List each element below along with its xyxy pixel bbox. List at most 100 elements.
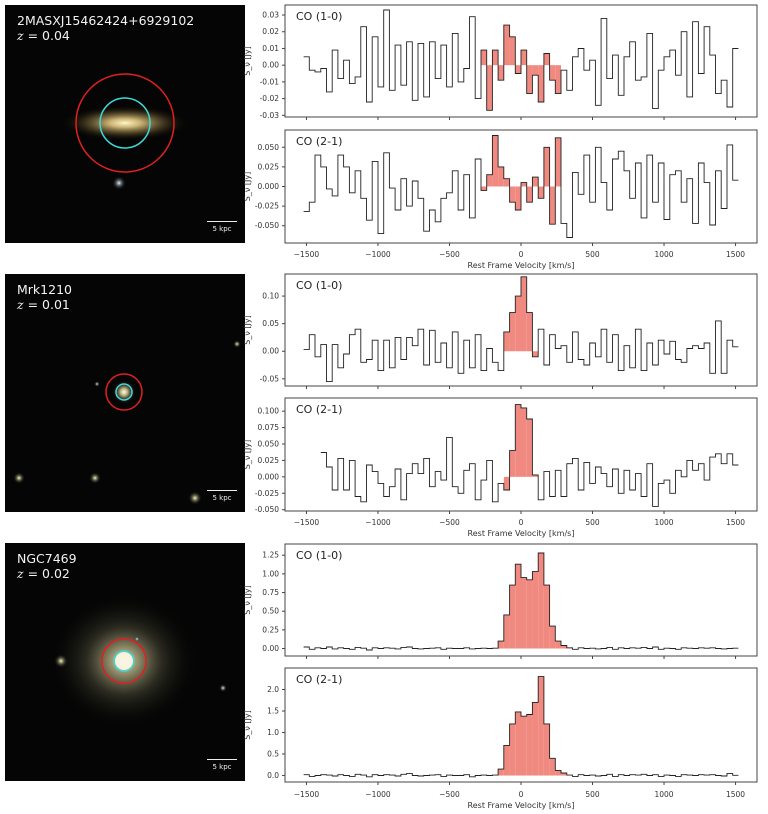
x-tick-label: −500 <box>439 518 460 527</box>
panel-title: CO (2-1) <box>296 135 342 148</box>
galaxy-disk <box>60 105 190 141</box>
spectrum-panel-2: -0.05 0.00 0.05 0.10 S_ν [Jy] CO (1-0) <box>243 273 758 389</box>
galaxy-image-mrk1210: Mrk1210 z = 0.01 5 kpc <box>5 274 245 512</box>
line-emission-fill-bar <box>532 65 539 76</box>
line-emission-fill-bar <box>492 50 499 66</box>
y-tick-label: 0.000 <box>258 472 280 481</box>
y-tick-label: 0.03 <box>262 11 279 20</box>
line-emission-fill-bar <box>521 577 527 649</box>
y-tick-label: 0.00 <box>262 347 279 356</box>
outer-aperture-circle <box>101 638 147 684</box>
line-emission-fill-bar <box>532 474 539 477</box>
scale-label: 5 kpc <box>212 763 232 771</box>
line-emission-fill-bar <box>498 769 504 776</box>
line-emission-fill-bar <box>555 65 562 94</box>
line-emission-fill-bar <box>509 585 516 649</box>
scale-label: 5 kpc <box>212 225 232 233</box>
line-emission-fill-bar <box>532 177 539 187</box>
line-emission-fill-bar <box>532 702 539 776</box>
y-tick-label: 1.5 <box>267 707 279 716</box>
x-tick-label: 1000 <box>654 790 673 799</box>
x-tick-label: 1500 <box>726 790 745 799</box>
star <box>112 176 126 190</box>
y-tick-label: -0.025 <box>255 202 279 211</box>
line-emission-fill-bar <box>561 645 567 649</box>
line-emission-fill-bar <box>509 36 516 66</box>
panel-title: CO (2-1) <box>296 403 342 416</box>
star <box>54 654 68 668</box>
line-emission-fill-bar <box>503 25 510 66</box>
line-emission-fill-bar <box>549 758 556 776</box>
line-emission-fill-bar <box>532 351 539 357</box>
spectrum-line <box>303 552 739 651</box>
galaxy-render <box>49 593 227 729</box>
line-emission-fill-bar <box>538 65 544 102</box>
spectrum-line <box>320 404 739 507</box>
line-emission-fill-bar <box>555 770 562 776</box>
x-tick-label: −1000 <box>365 250 391 259</box>
line-emission-fill-bar <box>515 711 521 776</box>
line-emission-fill-bar <box>555 137 562 187</box>
x-tick-label: −1500 <box>294 518 320 527</box>
z-symbol: z <box>17 297 24 312</box>
z-value: = 0.01 <box>27 297 70 312</box>
line-emission-fill-bar <box>526 65 533 94</box>
redshift-label: z = 0.02 <box>17 566 70 581</box>
line-emission-fill-bar <box>503 331 510 352</box>
x-tick-label: −500 <box>439 790 460 799</box>
y-axis-label: S_ν [Jy] <box>243 440 252 469</box>
y-tick-label: 0.025 <box>258 456 280 465</box>
line-emission-fill-bar <box>509 450 516 477</box>
line-emission-fill-bar <box>538 186 544 199</box>
y-tick-label: 0.5 <box>267 750 279 759</box>
x-tick-label: 500 <box>585 518 600 527</box>
spectrum-line <box>303 135 739 238</box>
line-emission-fill-bar <box>521 50 527 66</box>
line-emission-fill-bar <box>503 178 510 187</box>
line-emission-fill-bar <box>561 772 567 776</box>
line-emission-fill-bar <box>503 745 510 776</box>
x-tick-label: 1000 <box>654 518 673 527</box>
z-symbol: z <box>17 566 24 581</box>
spectrum-panel-1: -0.050 -0.025 0.000 0.025 0.050 −1500 −1000 −50… <box>243 129 758 270</box>
line-emission-fill-bar <box>538 552 544 649</box>
line-emission-fill-bar <box>486 174 493 187</box>
y-tick-label: 0.00 <box>262 61 279 70</box>
line-emission-fill-bar <box>543 53 550 66</box>
y-tick-label: 0.075 <box>258 423 280 432</box>
line-emission-fill-bar <box>543 723 550 776</box>
line-emission-fill-bar <box>526 579 533 649</box>
x-tick-label: −1000 <box>365 518 391 527</box>
star <box>233 340 241 348</box>
y-tick-label: 0.50 <box>262 607 279 616</box>
y-tick-label: -0.050 <box>255 221 279 230</box>
y-tick-label: 0.01 <box>262 44 279 53</box>
y-tick-label: 1.0 <box>267 728 279 737</box>
x-tick-label: 1500 <box>726 518 745 527</box>
line-emission-fill-bar <box>515 404 521 477</box>
x-tick-label: −1500 <box>294 250 320 259</box>
y-tick-label: 0.050 <box>258 439 280 448</box>
x-tick-label: −1500 <box>294 790 320 799</box>
panel-title: CO (1-0) <box>296 279 342 292</box>
y-tick-label: 0.100 <box>258 407 280 416</box>
spectrum-panel-3: -0.050 -0.025 0.000 0.025 0.050 0.075 0.100 −15… <box>243 397 758 538</box>
y-axis-label: S_ν [Jy] <box>243 710 252 739</box>
line-emission-fill-bar <box>503 614 510 649</box>
scale-bar: 5 kpc <box>207 490 237 502</box>
scale-bar: 5 kpc <box>207 221 237 233</box>
panel-title: CO (1-0) <box>296 549 342 562</box>
x-axis-label: Rest Frame Velocity [km/s] <box>468 801 575 810</box>
line-emission-fill-bar <box>509 186 516 203</box>
y-tick-label: 0.75 <box>262 588 279 597</box>
spectrum-line <box>303 276 739 383</box>
y-tick-label: 0.25 <box>262 625 279 634</box>
y-axis-label: S_ν [Jy] <box>243 46 252 75</box>
line-emission-fill-bar <box>480 186 487 191</box>
line-emission-fill-bar <box>480 50 487 66</box>
line-emission-fill-bar <box>549 626 556 649</box>
line-emission-fill-bar <box>515 564 521 649</box>
line-emission-fill-bar <box>549 65 556 81</box>
star <box>134 636 140 642</box>
outer-aperture-circle <box>75 73 175 173</box>
